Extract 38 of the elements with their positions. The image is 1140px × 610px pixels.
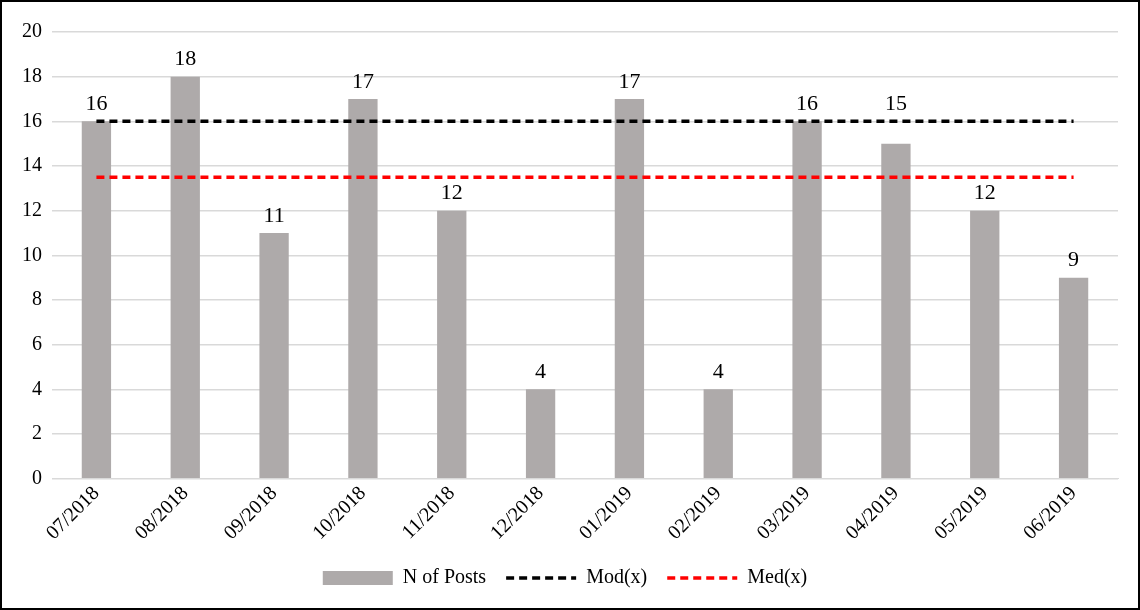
data-label: 4 xyxy=(712,358,724,384)
bar xyxy=(259,233,289,478)
y-tick-label: 10 xyxy=(22,242,42,265)
y-tick-label: 6 xyxy=(32,331,42,354)
data-label: 15 xyxy=(884,90,907,116)
data-label: 12 xyxy=(440,179,463,205)
data-label: 12 xyxy=(973,179,996,205)
y-tick-label: 14 xyxy=(22,153,42,176)
y-tick-label: 20 xyxy=(22,19,42,42)
y-tick-label: 18 xyxy=(22,63,42,86)
data-label: 16 xyxy=(85,90,108,116)
y-tick-label: 12 xyxy=(22,197,42,220)
legend-label: Mod(x) xyxy=(586,565,648,589)
y-tick-label: 8 xyxy=(32,287,42,310)
bar xyxy=(792,121,822,478)
y-tick-label: 0 xyxy=(32,465,42,488)
legend-label: N of Posts xyxy=(402,565,487,588)
bar xyxy=(614,99,645,478)
bar xyxy=(437,210,467,478)
y-tick-label: 4 xyxy=(32,376,42,399)
data-label: 11 xyxy=(263,201,285,227)
data-label: 18 xyxy=(174,45,197,71)
data-label: 9 xyxy=(1068,246,1080,272)
bar xyxy=(881,143,911,478)
legend-label: Med(x) xyxy=(747,565,808,589)
y-tick-label: 16 xyxy=(22,108,42,131)
bar xyxy=(703,389,733,478)
bar xyxy=(81,121,112,478)
bar xyxy=(348,99,378,478)
data-label: 4 xyxy=(535,358,547,384)
bar xyxy=(525,389,556,478)
bar xyxy=(970,210,1000,478)
data-label: 17 xyxy=(351,67,374,93)
bar xyxy=(170,76,200,478)
data-label: 16 xyxy=(796,90,819,116)
bar xyxy=(1058,277,1089,478)
y-tick-label: 2 xyxy=(32,421,42,444)
data-label: 17 xyxy=(618,67,641,93)
